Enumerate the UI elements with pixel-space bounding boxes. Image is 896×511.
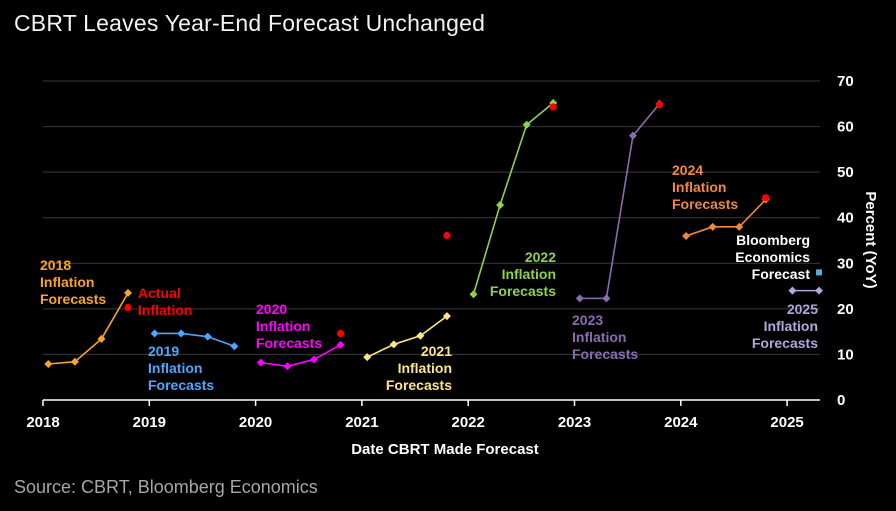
data-point-2018 [70,357,79,366]
actual-inflation-point [549,103,557,111]
data-point-2024 [682,231,691,240]
x-tick-label: 2021 [345,414,378,431]
data-point-2023 [602,294,611,303]
series-label-2025: 2025 Inflation Forecasts [752,301,818,351]
data-point-2024 [735,222,744,231]
data-point-2023 [628,131,637,140]
x-tick-label: 2019 [133,414,166,431]
x-axis-title: Date CBRT Made Forecast [351,441,539,458]
data-point-2025 [788,286,797,295]
y-tick-label: 40 [837,210,854,227]
data-point-2024 [708,222,717,231]
data-point-2019 [230,342,239,351]
bloomberg-forecast-point [815,269,822,276]
series-label-2020: 2020 Inflation Forecasts [256,301,322,351]
series-line-2020 [260,344,342,368]
actual-inflation-layer [124,101,822,338]
data-point-2025 [814,286,823,295]
x-tick-label: 2025 [770,414,803,431]
series-label-2019: 2019 Inflation Forecasts [148,343,214,393]
series-label-2021: 2021 Inflation Forecasts [386,343,452,393]
data-point-2022 [469,290,478,299]
y-tick-label: 0 [837,392,845,409]
data-point-2020 [283,362,292,371]
series-label-2022: 2022 Inflation Forecasts [490,249,556,299]
series-line-2018 [48,292,129,365]
series-line-2022 [472,102,554,295]
data-point-2023 [575,294,584,303]
y-axis: 0 10 20 30 40 50 60 70 [837,73,854,409]
data-point-2018 [97,334,106,343]
y-tick-label: 20 [837,301,854,318]
data-point-2022 [522,120,531,129]
series-line-2023 [579,103,661,300]
data-point-2021 [389,340,398,349]
y-tick-label: 50 [837,164,854,181]
x-tick-label: 2022 [452,414,485,431]
data-point-2019 [203,332,212,341]
x-axis: 2018 2019 2020 2021 2022 2023 2024 2025 [26,399,820,431]
actual-inflation-point [655,101,664,109]
data-point-2021 [442,312,451,321]
x-tick-label: 2020 [239,414,272,431]
series-layer [44,98,823,371]
source-note: Source: CBRT, Bloomberg Economics [14,477,318,497]
actual-inflation-point [124,303,132,312]
y-tick-label: 70 [837,73,854,90]
series-line-2024 [685,198,767,237]
series-line-2019 [154,332,235,347]
data-point-2020 [336,340,345,349]
data-point-2022 [496,200,505,209]
data-point-2019 [177,329,186,338]
data-point-2021 [416,331,425,340]
y-tick-label: 60 [837,119,854,136]
gridlines [43,80,820,355]
data-point-2021 [363,353,372,362]
data-point-2019 [150,329,159,338]
x-tick-label: 2024 [664,414,698,431]
chart-title: CBRT Leaves Year-End Forecast Unchanged [14,10,486,36]
annotation-layer: 2018 Inflation Forecasts 2019 Inflation Forec… [40,162,818,393]
y-axis-title: Percent (YoY) [862,191,879,288]
y-tick-label: 10 [837,346,854,363]
series-label-2018: 2018 Inflation Forecasts [40,257,106,307]
data-point-2018 [124,288,133,297]
y-tick-label: 30 [837,255,854,272]
series-label-2024: 2024 Inflation Forecasts [672,162,738,212]
bloomberg-forecast-label: Bloomberg Economics Forecast [735,232,810,282]
data-point-2020 [310,355,319,364]
x-tick-label: 2023 [558,414,591,431]
series-label-2023: 2023 Inflation Forecasts [572,312,638,362]
data-point-2018 [44,359,53,368]
actual-inflation-point [337,329,345,338]
actual-inflation-point [443,231,451,240]
data-point-2020 [256,358,265,367]
x-tick-label: 2018 [26,414,59,431]
series-line-2021 [366,315,448,358]
actual-inflation-label: Actual Inflation [138,285,192,318]
actual-inflation-point [762,194,770,202]
